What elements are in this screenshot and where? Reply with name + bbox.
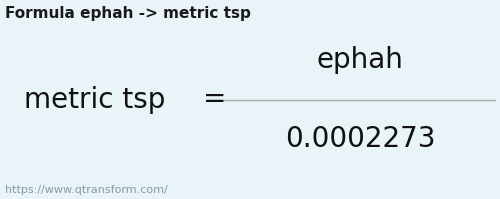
Text: =: = xyxy=(204,86,227,113)
Text: https://www.qtransform.com/: https://www.qtransform.com/ xyxy=(5,185,168,195)
Text: ephah: ephah xyxy=(316,46,404,74)
Text: 0.0002273: 0.0002273 xyxy=(285,125,435,153)
Text: Formula ephah -> metric tsp: Formula ephah -> metric tsp xyxy=(5,6,251,21)
Text: metric tsp: metric tsp xyxy=(24,86,166,113)
